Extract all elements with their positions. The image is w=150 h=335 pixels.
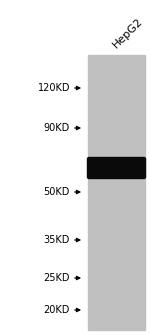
Text: 20KD: 20KD	[44, 305, 70, 315]
Bar	[88, 55, 145, 330]
FancyBboxPatch shape	[87, 157, 146, 179]
Text: 25KD: 25KD	[44, 273, 70, 283]
Text: 35KD: 35KD	[44, 235, 70, 245]
Text: 50KD: 50KD	[44, 187, 70, 197]
Text: 120KD: 120KD	[38, 83, 70, 93]
Text: 90KD: 90KD	[44, 123, 70, 133]
Text: HepG2: HepG2	[111, 16, 145, 50]
